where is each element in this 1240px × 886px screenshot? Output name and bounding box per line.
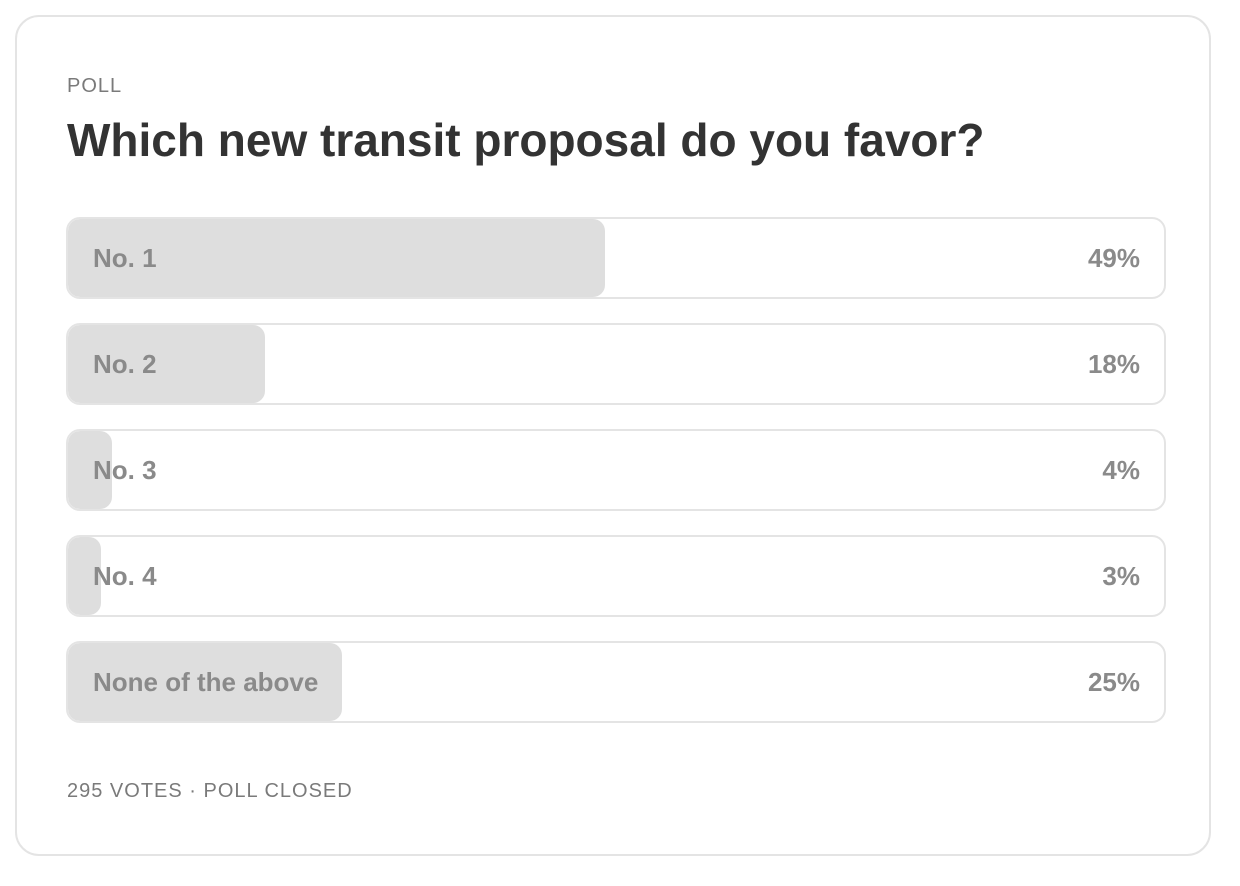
poll-option-label: No. 2 — [93, 349, 157, 379]
poll-card: POLL Which new transit proposal do you f… — [15, 15, 1211, 856]
poll-option-percent: 3% — [1102, 561, 1140, 591]
poll-option-percent: 49% — [1087, 243, 1140, 273]
poll-option-label: No. 4 — [93, 561, 157, 591]
poll-option-percent: 4% — [1102, 455, 1140, 485]
poll-option-3: No. 3 4% — [66, 429, 1166, 511]
poll-option-label: None of the above — [93, 667, 319, 697]
poll-option-5: None of the above 25% — [66, 641, 1166, 723]
poll-option-bar — [68, 219, 606, 297]
poll-option-bar — [68, 325, 266, 403]
poll-option-bar — [68, 537, 101, 615]
poll-option-4: No. 4 3% — [66, 535, 1166, 617]
poll-option-1: No. 1 49% — [66, 217, 1166, 299]
poll-option-bar — [68, 643, 342, 721]
poll-option-label: No. 3 — [93, 455, 157, 485]
poll-option-bar — [68, 431, 112, 509]
poll-option-2: No. 2 18% — [66, 323, 1166, 405]
poll-kicker: POLL — [67, 75, 123, 97]
poll-options: No. 1 49% No. 2 18% No. 3 4% No. 4 3% No… — [66, 217, 1166, 747]
poll-option-percent: 18% — [1087, 349, 1140, 379]
poll-option-percent: 25% — [1087, 667, 1140, 697]
poll-option-label: No. 1 — [93, 243, 157, 273]
poll-footer: 295 VOTES · POLL CLOSED — [67, 780, 353, 802]
poll-question: Which new transit proposal do you favor? — [67, 114, 985, 166]
